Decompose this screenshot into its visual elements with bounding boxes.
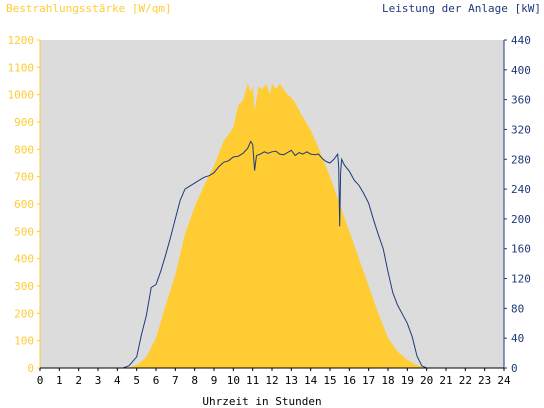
x-tick-label: 18 — [381, 374, 394, 387]
x-axis-label: Uhrzeit in Stunden — [202, 395, 321, 408]
x-tick-label: 15 — [323, 374, 336, 387]
left-tick-label: 600 — [14, 198, 34, 211]
x-tick-label: 3 — [95, 374, 102, 387]
x-tick-label: 17 — [362, 374, 375, 387]
power-line — [122, 140, 427, 369]
x-tick-label: 13 — [285, 374, 298, 387]
left-tick-label: 800 — [14, 143, 34, 156]
x-tick-label: 22 — [459, 374, 472, 387]
x-tick-label: 10 — [227, 374, 240, 387]
right-tick-label: 440 — [511, 34, 531, 47]
left-tick-label: 500 — [14, 225, 34, 238]
left-axis-title: Bestrahlungsstärke [W/qm] — [6, 2, 172, 15]
left-tick-label: 100 — [14, 335, 34, 348]
x-tick-label: 8 — [191, 374, 198, 387]
left-tick-label: 700 — [14, 171, 34, 184]
x-tick-label: 7 — [172, 374, 179, 387]
x-tick-label: 11 — [246, 374, 259, 387]
x-tick-label: 2 — [75, 374, 82, 387]
x-tick-label: 16 — [343, 374, 356, 387]
x-tick-label: 14 — [304, 374, 318, 387]
x-axis-ticks: 0 1 2 3 4 5 6 7 8 9 10 11 12 13 14 15 16 17 18 19 20 21 22 23 24 — [37, 368, 511, 387]
left-tick-label: 900 — [14, 116, 34, 129]
right-tick-label: 200 — [511, 213, 531, 226]
x-tick-label: 24 — [497, 374, 511, 387]
right-tick-label: 40 — [511, 332, 524, 345]
left-tick-label: 1100 — [8, 61, 35, 74]
x-tick-label: 21 — [439, 374, 452, 387]
right-tick-label: 80 — [511, 302, 524, 315]
x-tick-label: 1 — [56, 374, 63, 387]
right-axis-ticks: 0 40 80 120 160 200 240 280 320 360 400 440 — [504, 34, 531, 375]
left-tick-label: 1000 — [8, 89, 35, 102]
left-axis-ticks: 0 100 200 300 400 500 600 700 800 900 1000 1100 1200 — [8, 34, 40, 375]
x-tick-label: 4 — [114, 374, 121, 387]
x-tick-label: 12 — [265, 374, 278, 387]
power-line-layer — [122, 140, 427, 369]
right-tick-label: 120 — [511, 273, 531, 286]
irradiance-area — [127, 83, 433, 368]
right-tick-label: 280 — [511, 153, 531, 166]
right-tick-label: 0 — [511, 362, 518, 375]
x-tick-label: 23 — [478, 374, 491, 387]
x-tick-label: 9 — [211, 374, 218, 387]
left-tick-label: 1200 — [8, 34, 35, 47]
right-tick-label: 240 — [511, 183, 531, 196]
left-tick-label: 0 — [27, 362, 34, 375]
irradiance-area-layer — [127, 83, 433, 368]
x-tick-label: 0 — [37, 374, 44, 387]
right-tick-label: 320 — [511, 123, 531, 136]
right-tick-label: 400 — [511, 64, 531, 77]
x-tick-label: 5 — [133, 374, 140, 387]
x-tick-label: 6 — [153, 374, 160, 387]
x-tick-label: 19 — [401, 374, 414, 387]
right-tick-label: 160 — [511, 243, 531, 256]
left-tick-label: 300 — [14, 280, 34, 293]
right-axis-title: Leistung der Anlage [kW] — [382, 2, 541, 15]
right-tick-label: 360 — [511, 94, 531, 107]
left-tick-label: 200 — [14, 307, 34, 320]
x-tick-label: 20 — [420, 374, 433, 387]
left-tick-label: 400 — [14, 253, 34, 266]
